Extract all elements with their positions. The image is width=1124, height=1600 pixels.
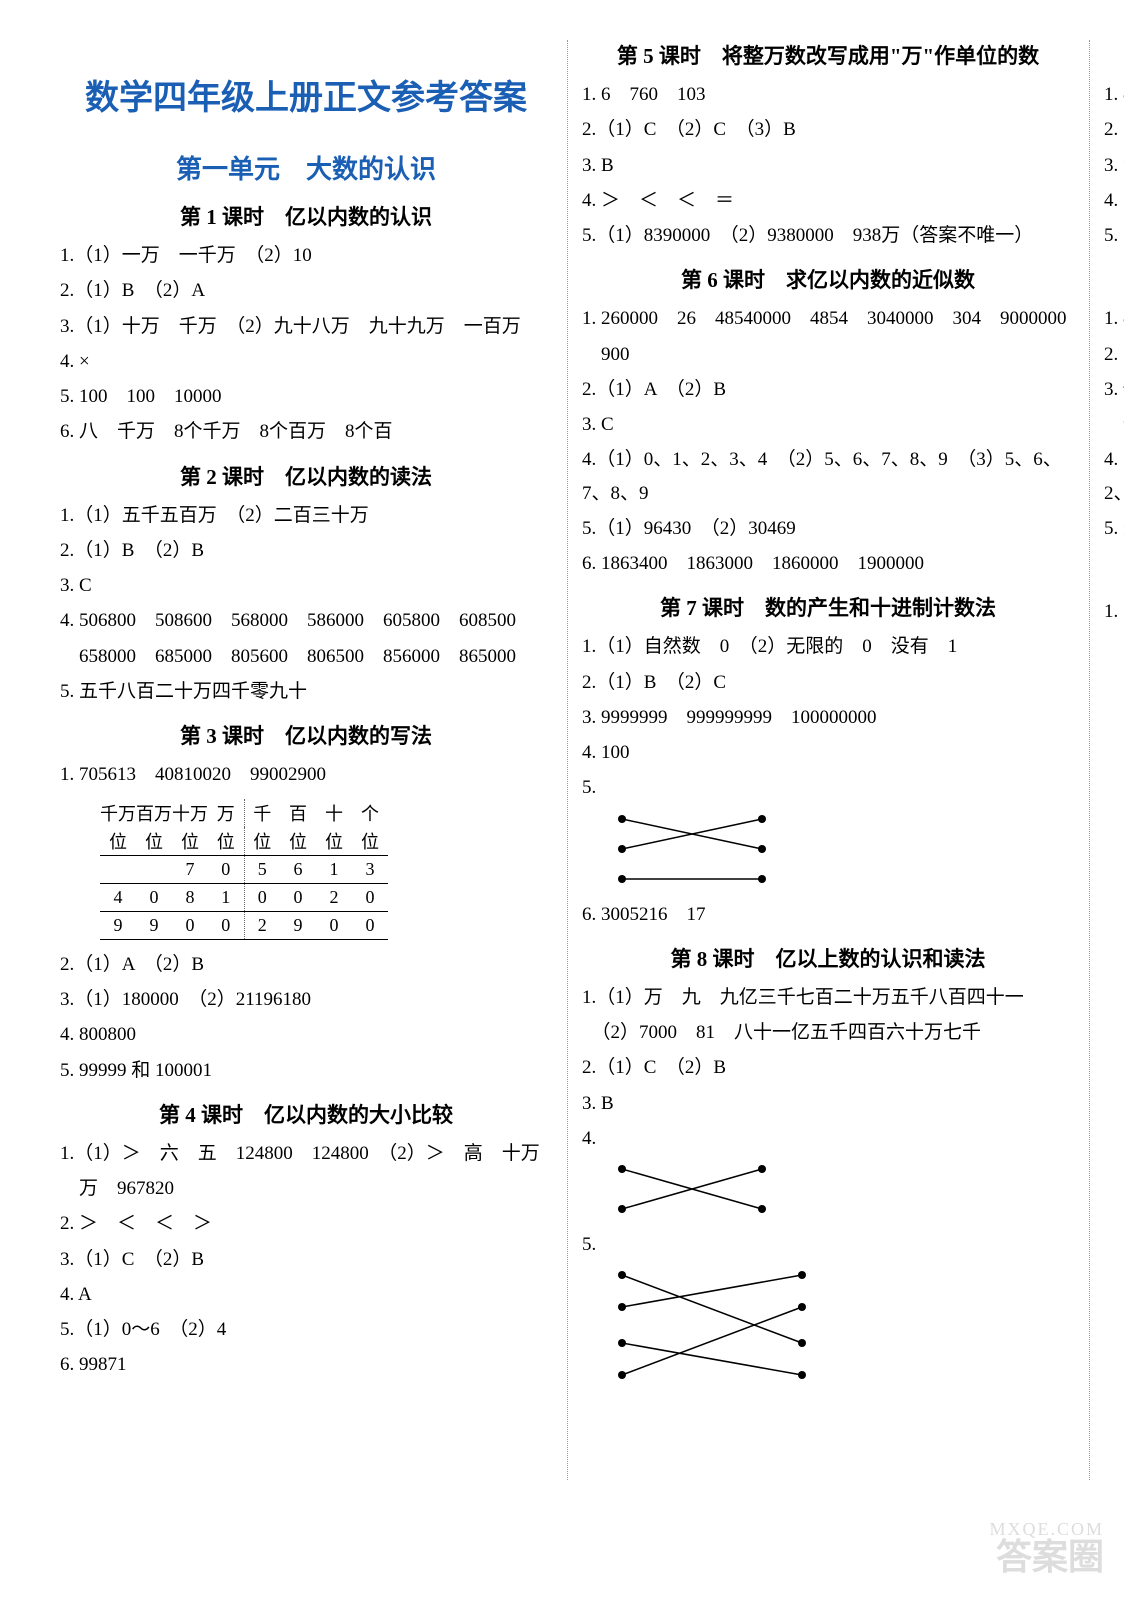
lesson-11-title: 第 11 课时 计算工具的认识、算盘和计算器 [1104,557,1124,587]
lesson-8-title: 第 8 课时 亿以上数的认识和读法 [582,943,1074,973]
matching-diagram [612,1159,1074,1224]
answer-line: 4. 506800 508600 568000 586000 605800 60… [60,604,552,637]
answer-line: 2.（1）B （2）B [60,534,552,567]
answer-line: 5.（1）0～6 （2）4 [60,1313,552,1346]
answer-line: 3. C [582,408,1074,441]
matching-diagram [612,809,1074,894]
answer-line: 2.（1）C （2）C （3）B [582,113,1074,146]
answer-line: 900 [582,338,1074,371]
answer-line: 4. × [60,345,552,378]
answer-line: 4.（1）0、1、2、3、4 （2）5、6、7、8、9 （3）5、6、7、8、9 [582,443,1074,510]
answer-line: 3.（1）十万 千万 （2）九十八万 九十九万 一百万 [60,310,552,343]
answer-line: 5.（1）8390000 （2）9380000 938万（答案不唯一） [582,219,1074,252]
answer-line: 4. A [60,1278,552,1311]
lesson-1-title: 第 1 课时 亿以内数的认识 [60,201,552,231]
answer-line: 3. B [582,149,1074,182]
matching-diagram [612,1265,1074,1390]
answer-line: 3. 9999999 999999999 100000000 [582,701,1074,734]
lesson-6-title: 第 6 课时 求亿以内数的近似数 [582,264,1074,294]
answer-line: 2.（1）B （2）A [60,274,552,307]
answer-line: 2.（1）B （2）C （3）C [1104,338,1124,371]
answer-line: 5. 五千八百二十万四千零九十 [60,675,552,708]
answer-line: 1. 80 4 240 54 [1104,302,1124,335]
answer-line: 5. 50000000＜19000 万＜4 亿＜470000000 [1104,219,1124,252]
answer-line: 2.（1）C （2）B [582,1051,1074,1084]
answer-line: （2）7000 81 八十一亿五千四百六十万七千 [582,1016,1074,1049]
answer-line: 3.（1）180000 （2）21196180 [60,983,552,1016]
answer-line: 2.（1）A （2）B [60,948,552,981]
answer-line: 5. 最大：6049999999 最小：5950000000 [1104,512,1124,545]
answer-line: 3. 他俩说得都对。因为芳芳是省略亿位后面的尾数，约是 9 [1104,373,1124,406]
answer-line: 6. 3005216 17 [582,898,1074,931]
answer-line: 4. 800800 [60,1018,552,1051]
answer-line: 658000 685000 805600 806500 856000 86500… [60,640,552,673]
answer-line: 2.（1）B （2）C [582,666,1074,699]
answer-line: 1.（1）B （2）A （3）B [1104,595,1124,628]
lesson-7-title: 第 7 课时 数的产生和十进制计数法 [582,592,1074,622]
answer-line: 3. C [60,569,552,602]
answer-line: 3. 添上 8 个 0 3000000000 [1104,149,1124,182]
answer-line: 6. 1863400 1863000 1860000 1900000 [582,547,1074,580]
answer-line: 1. 6 760 103 [582,78,1074,111]
answer-line: 2.（1）C （2）A [1104,113,1124,146]
answer-line: 1. 705613 40810020 99002900 [60,758,552,791]
answer-line: 4.（1）0、1、2、3、4 （2）5、6、7、8、9 （3）0、1、2、3、4 [1104,443,1124,510]
answer-line: 6. 99871 [60,1348,552,1381]
lesson-9-title: 第 9 课时 亿以上数的写法和改写 [1104,40,1124,70]
answer-line: 4. ＞ ＜ ＜ ＝ [582,184,1074,217]
lesson-2-title: 第 2 课时 亿以内数的读法 [60,461,552,491]
answer-line: 5. 99999 和 100001 [60,1054,552,1087]
answer-line: 2.（1）A （2）B [582,373,1074,406]
watermark-text: 答案圈 [996,1528,1104,1580]
lesson-4-title: 第 4 课时 亿以内数的大小比较 [60,1099,552,1129]
answer-line: 5. [582,1228,1074,1261]
watermark-url: MXQE.COM [989,1519,1104,1540]
answer-line: 3. B [582,1087,1074,1120]
answer-line: 1.（1）＞ 六 五 124800 124800 （2）＞ 高 十万 [60,1137,552,1170]
main-title: 数学四年级上册正文参考答案 [60,70,552,119]
answer-line: 1. 885006500 4200900005 1508000020 [1104,78,1124,111]
answer-line: 1.（1）自然数 0 （2）无限的 0 没有 1 [582,630,1074,663]
answer-line: 6. 八 千万 8个千万 8个百万 8个百 [60,415,552,448]
answer-line: 亿；贝贝是省略万位后面的尾数，约是 89700 万 [1104,408,1124,441]
answer-line: 万 967820 [60,1172,552,1205]
answer-line: 2. ＞ ＜ ＜ ＞ [60,1207,552,1240]
answer-line: 4. [582,1122,1074,1155]
answer-line: 4.（1）875030000 （2）350007800 [1104,184,1124,217]
answer-line: 5. 100 100 10000 [60,380,552,413]
answer-line: 1.（1）万 九 九亿三千七百二十万五千八百四十一 [582,981,1074,1014]
answer-line: 1. 260000 26 48540000 4854 3040000 304 9… [582,302,1074,335]
answer-line: 5.（1）96430 （2）30469 [582,512,1074,545]
answer-line: 3.（1）C （2）B [60,1243,552,1276]
lesson-3-title: 第 3 课时 亿以内数的写法 [60,720,552,750]
answer-line: 5. [582,771,1074,804]
answer-line: 4. 100 [582,736,1074,769]
answer-line: 1.（1）一万 一千万 （2）10 [60,239,552,272]
unit-title: 第一单元 大数的认识 [60,149,552,186]
lesson-10-title: 第 10 课时 求亿以上数的近似数 [1104,264,1124,294]
answer-line: 1.（1）五千五百万 （2）二百三十万 [60,499,552,532]
lesson-5-title: 第 5 课时 将整万数改写成用"万"作单位的数 [582,40,1074,70]
place-value-table: 千万百万十万万千百十个位位位位位位位位705613408100209900290… [100,799,552,940]
